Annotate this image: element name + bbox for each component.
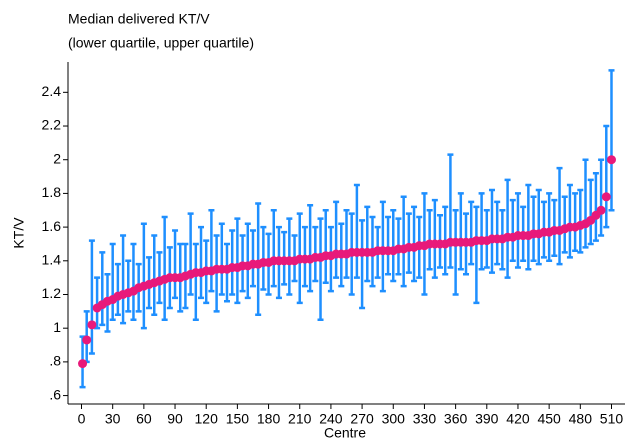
y-tick-label: 2 — [53, 150, 61, 166]
y-tick-label: 1 — [53, 319, 61, 335]
error-bar — [431, 198, 438, 279]
error-bar — [218, 222, 225, 296]
error-bar — [359, 219, 366, 310]
error-bar — [514, 192, 521, 269]
error-bar — [187, 212, 194, 296]
x-tick-label: 150 — [226, 411, 250, 427]
x-tick-label: 450 — [537, 411, 561, 427]
error-bar — [587, 178, 594, 246]
error-bar — [400, 195, 407, 288]
error-bar — [603, 124, 610, 229]
error-bar — [504, 178, 511, 279]
error-bar — [255, 202, 262, 316]
error-bar — [208, 209, 215, 293]
error-bar — [509, 198, 516, 263]
x-tick-label: 390 — [475, 411, 499, 427]
error-bar — [244, 222, 251, 300]
chart-subtitle: (lower quartile, upper quartile) — [68, 35, 254, 51]
x-tick-label: 180 — [257, 411, 281, 427]
x-tick-label: 480 — [569, 411, 593, 427]
error-bar — [525, 183, 532, 271]
median-marker — [606, 155, 616, 165]
x-tick-label: 90 — [167, 411, 183, 427]
error-bar — [99, 251, 106, 327]
x-tick-label: 270 — [350, 411, 374, 427]
y-tick-label: 2.2 — [42, 117, 62, 133]
error-bar — [172, 229, 179, 300]
error-bar — [307, 203, 314, 293]
error-bar — [592, 171, 599, 242]
x-tick-label: 360 — [444, 411, 468, 427]
error-bar — [322, 209, 329, 284]
error-bar — [353, 183, 360, 279]
error-bar — [452, 209, 459, 296]
error-bar — [109, 242, 116, 322]
x-tick-label: 330 — [413, 411, 437, 427]
chart-title: Median delivered KT/V — [68, 11, 210, 27]
y-tick-label: .8 — [49, 353, 61, 369]
error-bar — [546, 192, 553, 263]
x-tick-label: 300 — [382, 411, 406, 427]
x-tick-label: 0 — [78, 411, 86, 427]
error-bar — [229, 229, 236, 296]
error-bar — [473, 205, 480, 305]
error-bar — [198, 225, 205, 300]
error-bar — [161, 215, 168, 322]
median-marker — [601, 192, 611, 202]
error-bar — [343, 209, 350, 279]
y-tick-label: 1.2 — [42, 285, 62, 301]
error-bar — [447, 153, 454, 269]
error-bar — [582, 158, 589, 249]
x-tick-label: 120 — [195, 411, 219, 427]
error-bar — [94, 276, 101, 330]
y-tick-label: 1.8 — [42, 184, 62, 200]
error-bar — [234, 217, 241, 305]
error-bar — [88, 239, 95, 355]
x-tick-label: 240 — [319, 411, 343, 427]
y-tick-label: 2.4 — [42, 83, 62, 99]
error-bar — [457, 192, 464, 271]
error-bar — [572, 192, 579, 252]
error-bar — [390, 209, 397, 283]
median-marker — [596, 205, 606, 215]
error-bar — [130, 242, 137, 322]
x-tick-label: 210 — [288, 411, 312, 427]
error-bar — [530, 195, 537, 263]
error-bar — [566, 183, 573, 259]
error-bar — [494, 200, 501, 266]
x-tick-label: 60 — [136, 411, 152, 427]
x-tick-label: 30 — [105, 411, 121, 427]
x-tick-label: 510 — [600, 411, 624, 427]
error-bar — [535, 188, 542, 266]
error-bar — [556, 166, 563, 266]
error-bar — [140, 222, 147, 330]
error-bar — [317, 217, 324, 322]
median-marker — [87, 320, 97, 330]
error-bar — [488, 188, 495, 274]
error-bar — [192, 242, 199, 322]
error-bar — [598, 158, 605, 237]
x-axis-label: Centre — [324, 425, 366, 441]
error-bar — [120, 234, 127, 325]
error-bar — [385, 215, 392, 276]
median-marker — [78, 359, 88, 369]
error-bar — [364, 205, 371, 283]
x-tick-label: 420 — [506, 411, 530, 427]
error-bar — [608, 69, 615, 212]
median-marker — [82, 335, 92, 345]
error-bar — [270, 209, 277, 288]
error-bar — [125, 259, 132, 313]
error-bar — [114, 262, 121, 316]
y-tick-label: 1.6 — [42, 218, 62, 234]
y-axis-label: KT/V — [11, 217, 27, 249]
error-bar — [249, 229, 256, 288]
error-bar — [333, 200, 340, 279]
error-bar — [478, 192, 485, 271]
error-bar — [151, 234, 158, 316]
y-tick-label: 1.4 — [42, 252, 62, 268]
y-tick-label: .6 — [49, 386, 61, 402]
error-bar — [468, 200, 475, 266]
